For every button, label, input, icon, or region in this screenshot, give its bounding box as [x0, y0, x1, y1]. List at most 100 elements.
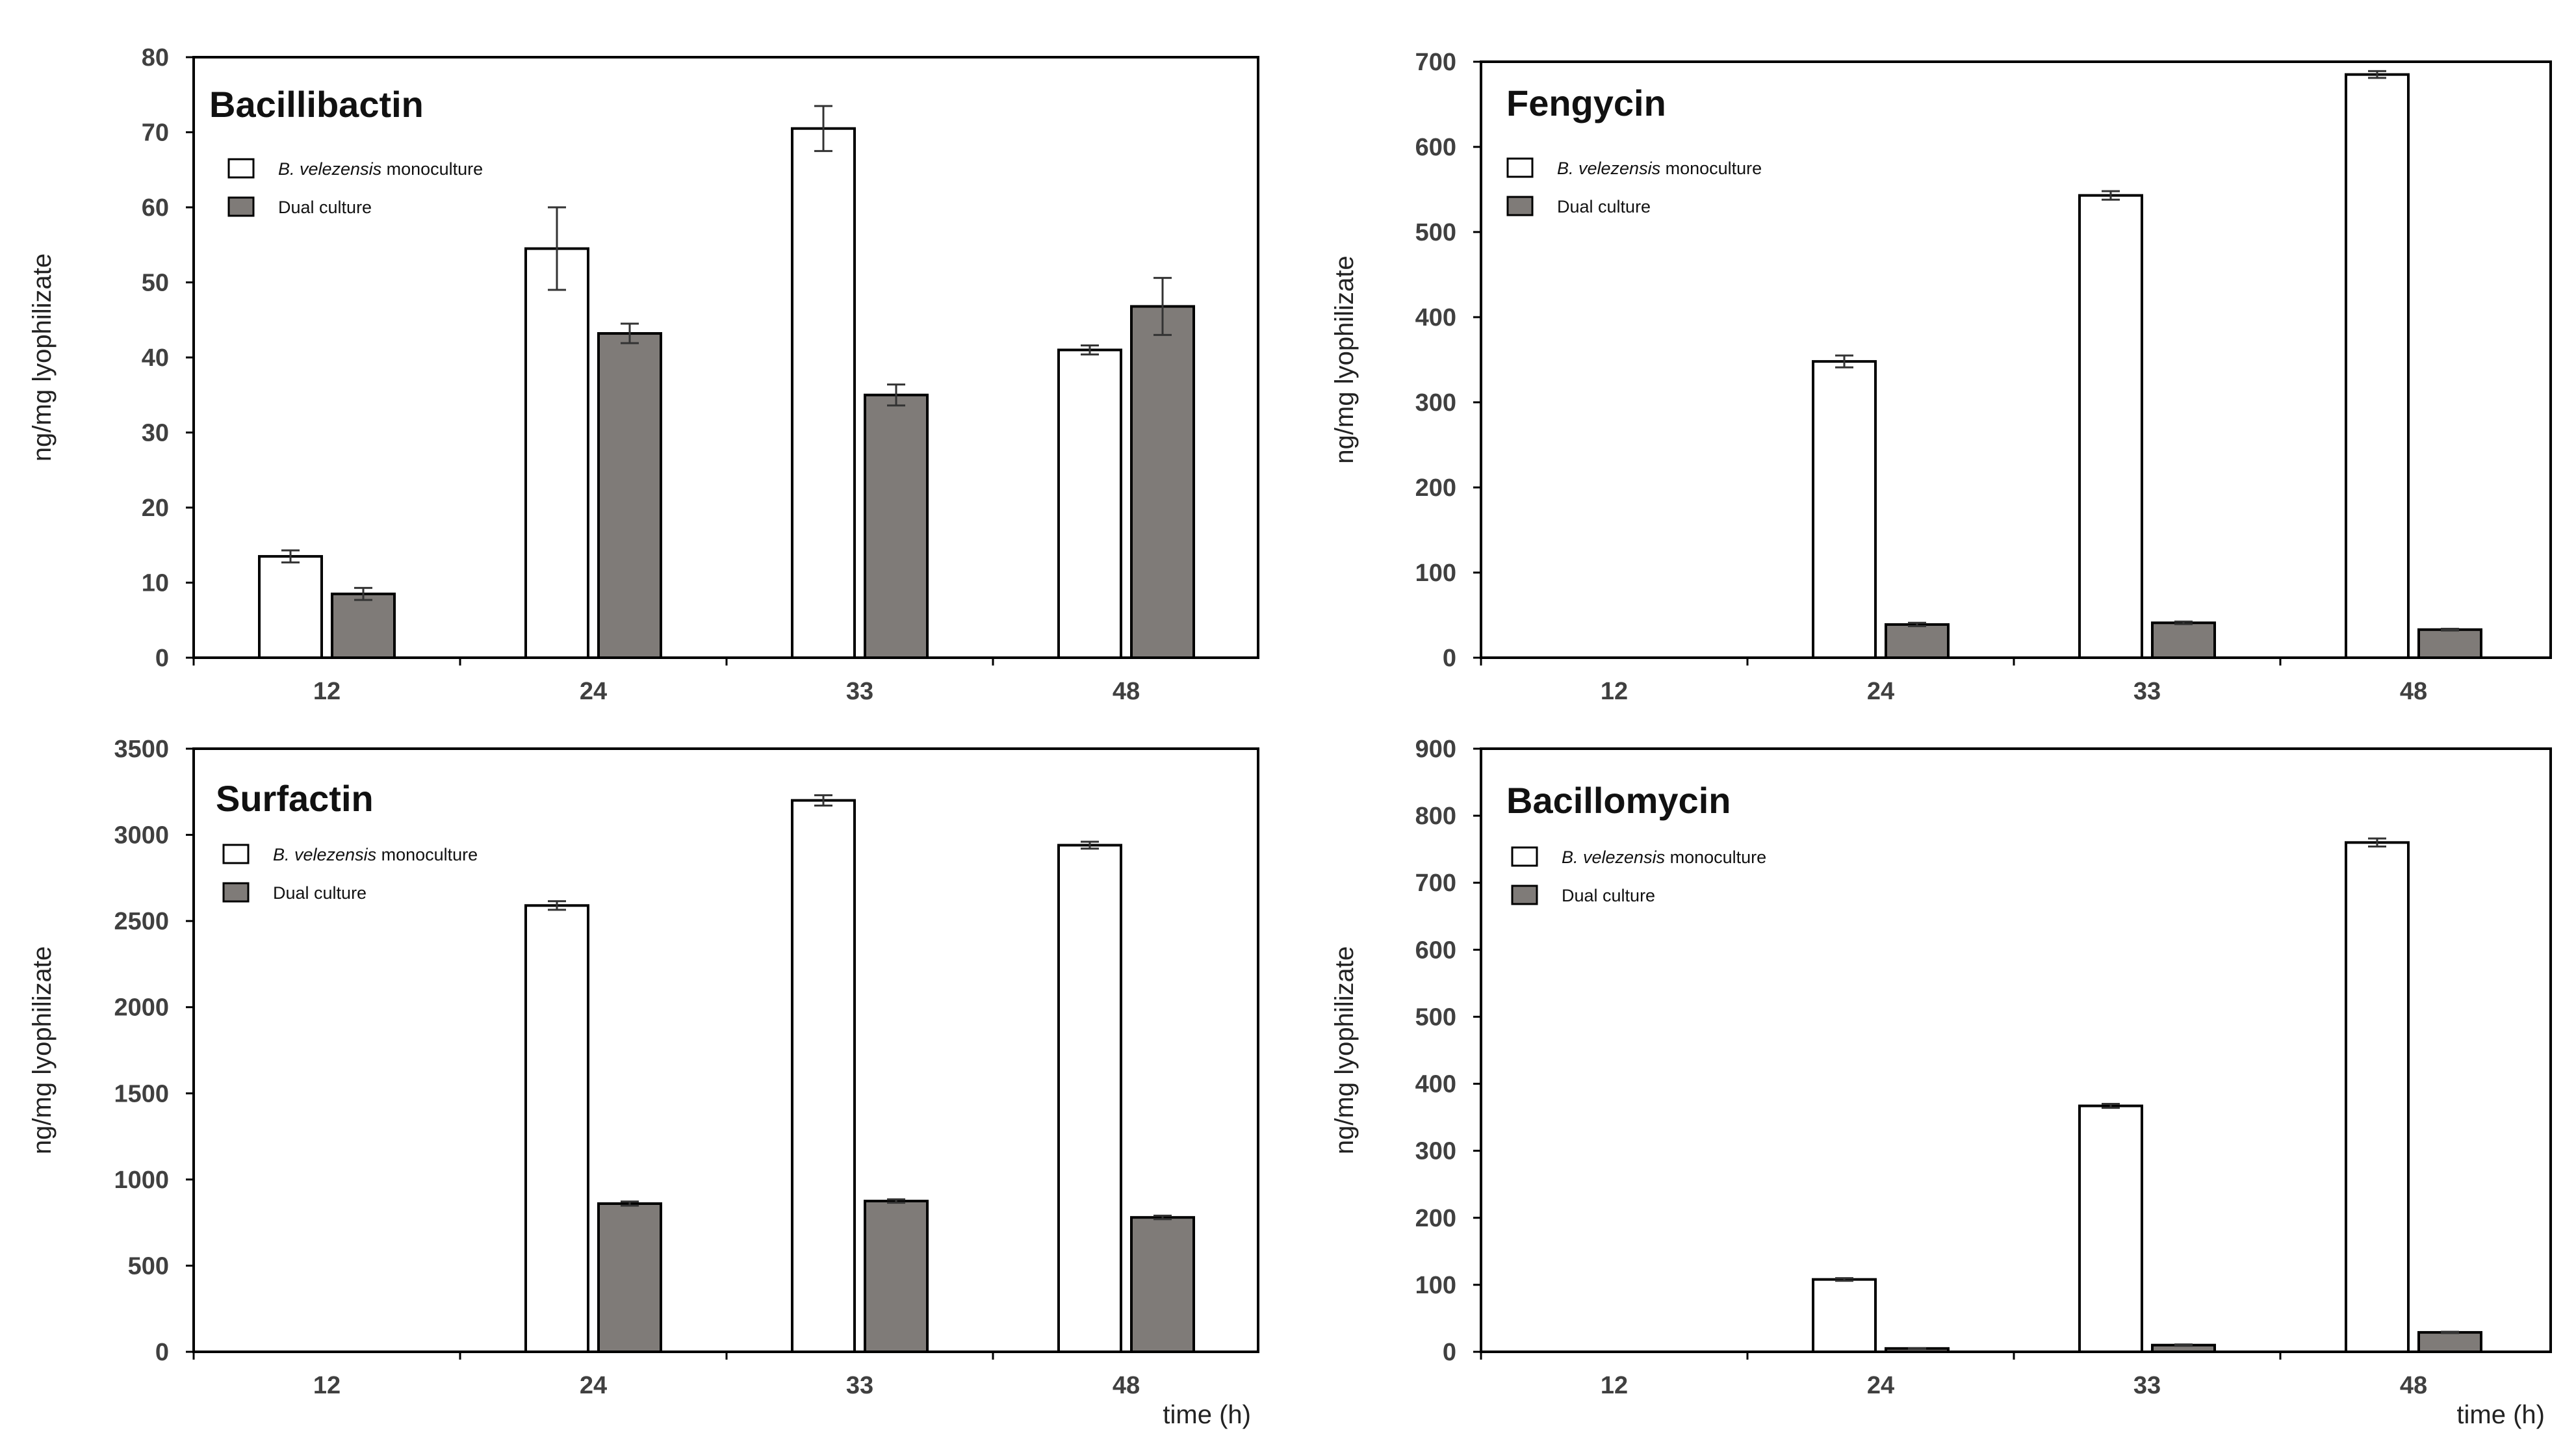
legend: B. velezensis monoculture Dual culture [1511, 846, 1766, 905]
panel-title: Fengycin [1506, 83, 1666, 123]
y-tick-label: 60 [142, 194, 169, 222]
y-tick-label: 2000 [114, 994, 169, 1022]
y-tick-label: 100 [1415, 1272, 1456, 1299]
plot-frame [1480, 60, 2552, 659]
y-tick-label: 600 [1415, 134, 1456, 161]
error-bar [1153, 1215, 1172, 1221]
y-tick-label: 50 [142, 270, 169, 297]
y-tick-label: 0 [155, 1339, 169, 1366]
surfactin-chart: 0 500 1000 1500 2000 2500 3000 3500 ng/mg lyophi… [28, 736, 1259, 1429]
legend-label-dual: Dual culture [278, 198, 372, 217]
y-tick-label: 300 [1415, 1138, 1456, 1165]
panel-title: Bacillibactin [209, 84, 424, 125]
error-bar [2368, 70, 2386, 79]
x-tick-label: 12 [313, 1372, 341, 1399]
monoculture-bar [1812, 360, 1877, 659]
y-tick-label: 500 [1415, 219, 1456, 246]
monoculture-bar [2345, 73, 2410, 659]
y-tick-label: 500 [1415, 1003, 1456, 1031]
y-tick-label: 100 [1415, 560, 1456, 587]
monoculture-bar [791, 127, 856, 660]
error-bar [887, 383, 905, 407]
error-bar [2441, 627, 2459, 632]
bacillomycin-chart: 0 100 200 300 400 500 600 700 800 900 ng/mg lyophi… [1330, 736, 2552, 1429]
x-tick-label: 24 [1867, 678, 1894, 705]
legend-swatch-dual [1506, 196, 1534, 216]
y-tick-label: 300 [1415, 389, 1456, 417]
error-bar [2174, 1343, 2193, 1347]
legend-label-monoculture: B. velezensis monoculture [1562, 847, 1766, 867]
legend-label-monoculture: B. velezensis monoculture [273, 845, 478, 864]
panel-title: Bacillomycin [1506, 780, 1731, 821]
y-tick-label: 3500 [114, 736, 169, 763]
dual-culture-bar [2151, 621, 2216, 659]
y-tick-label: 40 [142, 344, 169, 372]
panel-title: Surfactin [216, 778, 374, 819]
y-tick-label: 900 [1415, 736, 1456, 763]
x-tick-label: 48 [2400, 678, 2427, 705]
y-tick-label: 1500 [114, 1080, 169, 1107]
y-tick-label: 0 [155, 645, 169, 672]
y-tick-label: 30 [142, 420, 169, 447]
monoculture-bar [2078, 1104, 2143, 1354]
error-bar [1908, 621, 1926, 628]
monoculture-bar [524, 904, 589, 1353]
y-tick-label: 80 [142, 44, 169, 71]
monoculture-bar [2078, 194, 2143, 660]
error-bar [2174, 620, 2193, 625]
error-bar [1081, 344, 1099, 356]
legend-swatch-monoculture [222, 844, 250, 864]
y-tick-label: 70 [142, 120, 169, 147]
dual-culture-bar [2417, 628, 2482, 660]
x-tick-label: 48 [1113, 678, 1140, 705]
y-tick-label: 10 [142, 570, 169, 597]
legend-swatch-dual [227, 196, 255, 217]
y-axis-title: ng/mg lyophilizate [28, 946, 57, 1154]
legend-label-monoculture: B. velezensis monoculture [278, 159, 483, 179]
x-tick-label: 33 [2133, 678, 2161, 705]
dual-culture-bar [597, 332, 662, 659]
legend-swatch-monoculture [1506, 157, 1534, 178]
dual-culture-bar [864, 393, 929, 659]
legend: B. velezensis monoculture Dual culture [222, 844, 478, 903]
legend-swatch-monoculture [227, 158, 255, 179]
x-tick-label: 12 [313, 678, 341, 705]
y-tick-label: 20 [142, 495, 169, 522]
monoculture-bar [2345, 841, 2410, 1354]
legend-swatch-monoculture [1511, 846, 1538, 867]
y-tick-label: 600 [1415, 937, 1456, 964]
y-tick-label: 500 [128, 1252, 169, 1280]
y-tick-label: 400 [1415, 304, 1456, 331]
x-tick-label: 24 [580, 1372, 607, 1399]
y-tick-label: 400 [1415, 1071, 1456, 1098]
y-tick-label: 200 [1415, 474, 1456, 502]
monoculture-bar [1812, 1278, 1877, 1354]
y-axis-title: ng/mg lyophilizate [1330, 255, 1359, 463]
dual-culture-bar [2417, 1331, 2482, 1353]
x-tick-label: 24 [1867, 1372, 1894, 1399]
error-bar [1835, 354, 1853, 368]
legend-label-dual: Dual culture [1557, 197, 1651, 216]
monoculture-bar [1057, 844, 1122, 1353]
error-bar [887, 1198, 905, 1204]
error-bar [621, 1200, 639, 1207]
legend-label-dual: Dual culture [1562, 886, 1655, 905]
legend-label-dual: Dual culture [273, 883, 367, 903]
legend-label-monoculture: B. velezensis monoculture [1557, 159, 1762, 178]
error-bar [1081, 840, 1099, 850]
error-bar [1835, 1277, 1853, 1282]
y-tick-label: 1000 [114, 1167, 169, 1194]
error-bar [548, 206, 566, 291]
error-bar [2102, 1102, 2120, 1109]
error-bar [621, 322, 639, 344]
legend: B. velezensis monoculture Dual culture [227, 158, 483, 217]
y-tick-label: 3000 [114, 822, 169, 849]
plot-frame [1480, 747, 2552, 1353]
monoculture-bar [258, 555, 323, 660]
error-bar [1153, 277, 1172, 336]
error-bar [2102, 190, 2120, 201]
dual-culture-bar [331, 592, 396, 660]
y-tick-label: 700 [1415, 870, 1456, 897]
legend-swatch-dual [1511, 885, 1538, 905]
